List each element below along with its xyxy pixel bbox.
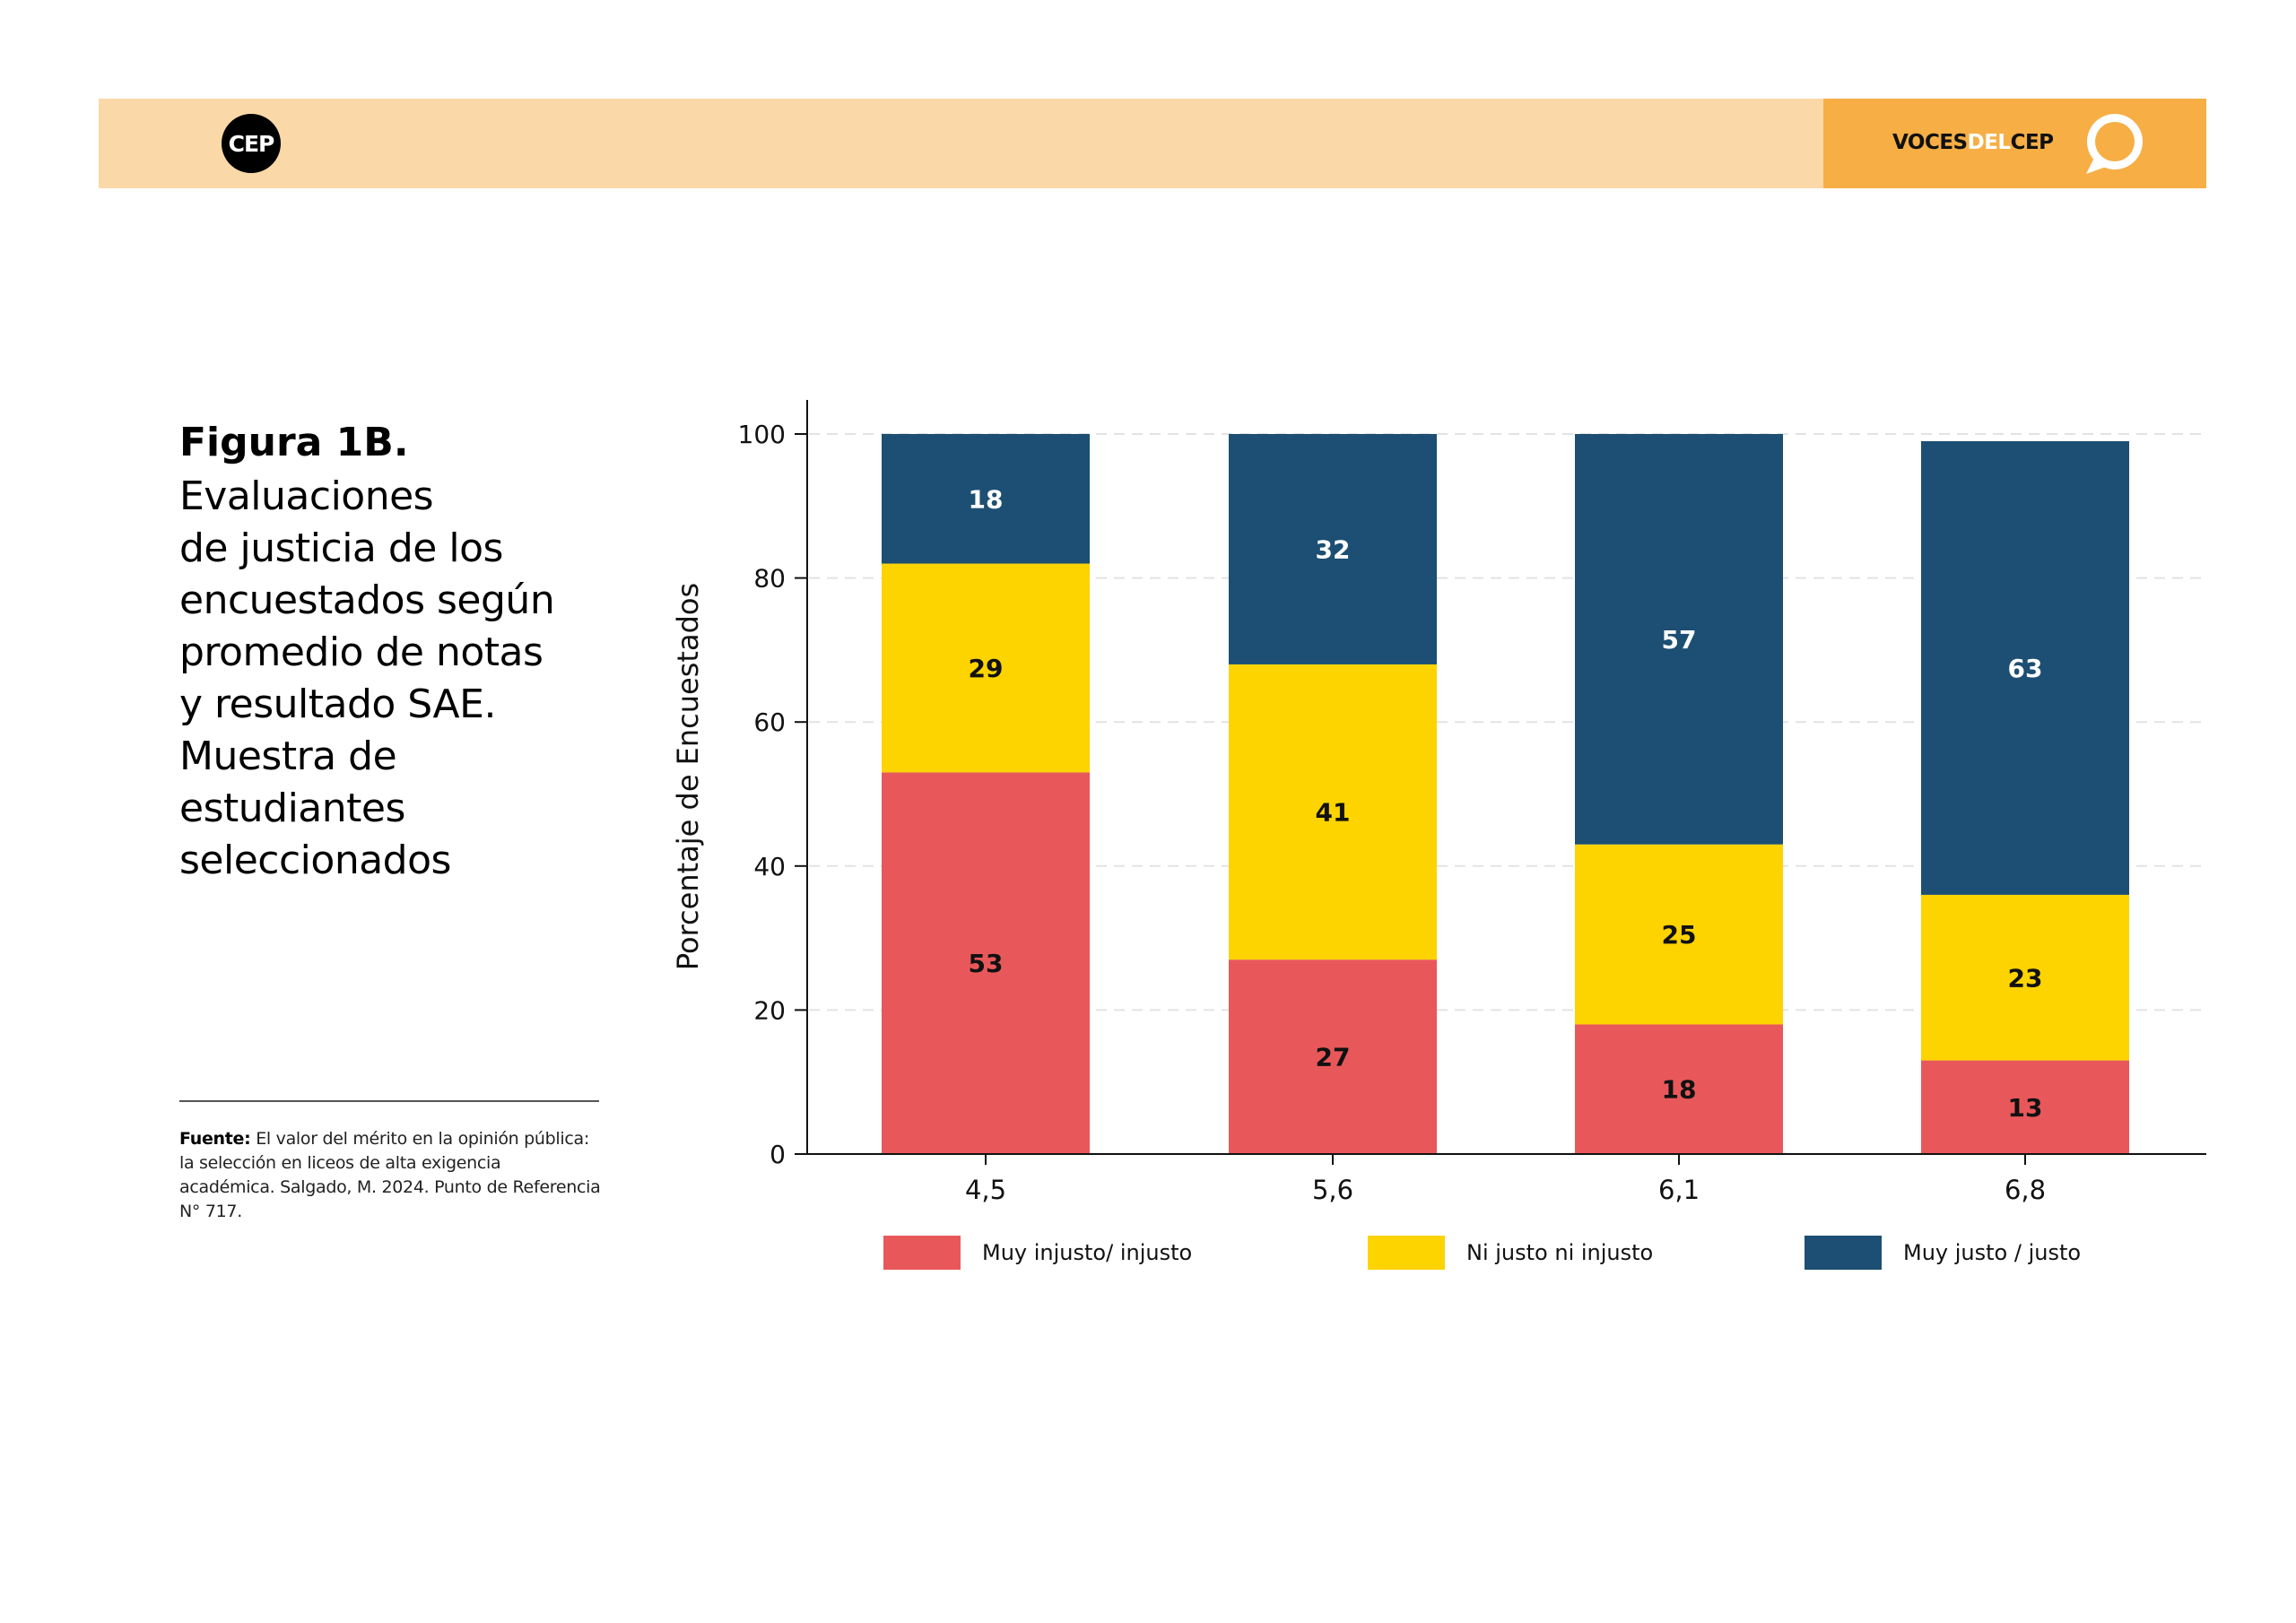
bar-segment <box>1229 434 1437 664</box>
source-divider <box>179 1100 599 1102</box>
data-label: 41 <box>1316 798 1351 828</box>
figure-title: Evaluaciones de justicia de los encuesta… <box>179 471 628 887</box>
figure-title-line: Evaluaciones <box>179 473 434 519</box>
source-label: Fuente: <box>179 1129 251 1149</box>
data-label: 13 <box>2008 1093 2043 1123</box>
x-tick-label: 6,1 <box>1658 1175 1700 1205</box>
y-tick-label: 40 <box>753 852 786 881</box>
legend-swatch <box>1368 1236 1445 1270</box>
data-label: 27 <box>1316 1043 1351 1072</box>
cep-logo: CEP <box>222 114 281 173</box>
bar-segment <box>1229 664 1437 960</box>
bar-segment <box>882 563 1090 773</box>
bar-segment <box>1575 844 1783 1025</box>
y-tick-label: 20 <box>753 995 786 1025</box>
bar-segment <box>882 772 1090 1154</box>
figure-title-line: seleccionados <box>179 838 451 883</box>
legend-label: Muy injusto/ injusto <box>982 1240 1192 1265</box>
data-label: 53 <box>969 949 1004 978</box>
bar-segment <box>1921 894 2129 1061</box>
legend-swatch <box>883 1236 961 1270</box>
data-label: 63 <box>2008 654 2043 683</box>
x-tick-label: 4,5 <box>965 1175 1006 1205</box>
source-note: Fuente: El valor del mérito en la opinió… <box>179 1127 601 1224</box>
y-tick-label: 0 <box>770 1140 786 1169</box>
figure-title-line: estudiantes <box>179 785 405 831</box>
figure-label: Figura 1B. <box>179 420 409 465</box>
data-label: 29 <box>969 654 1004 683</box>
figure-title-line: encuestados según <box>179 577 555 623</box>
x-tick-label: 6,8 <box>2005 1175 2046 1205</box>
bar-segment <box>882 434 1090 564</box>
speech-bubble-icon <box>2086 114 2143 174</box>
logo-word-cep: CEP <box>2010 131 2054 154</box>
data-label: 18 <box>969 484 1004 514</box>
bar-segment <box>1921 1060 2129 1154</box>
figure-title-line: y resultado SAE. <box>179 681 496 727</box>
data-label: 23 <box>2008 963 2043 993</box>
y-tick-label: 100 <box>738 420 786 449</box>
data-label: 25 <box>1662 920 1697 950</box>
logo-word-del: DEL <box>1967 131 2011 154</box>
x-tick-label: 5,6 <box>1312 1175 1353 1205</box>
legend-label: Muy justo / justo <box>1903 1240 2081 1265</box>
y-tick-label: 80 <box>753 564 786 594</box>
legend-label: Ni justo ni injusto <box>1466 1240 1653 1265</box>
figure-title-line: promedio de notas <box>179 629 544 675</box>
figure-title-line: de justicia de los <box>179 525 503 571</box>
y-axis-title: Porcentaje de Encuestados <box>671 583 705 970</box>
bar-segment <box>1921 441 2129 895</box>
figure-title-line: Muestra de <box>179 733 397 779</box>
data-label: 32 <box>1316 534 1351 564</box>
bar-segment <box>1575 434 1783 845</box>
data-label: 57 <box>1662 625 1697 655</box>
voces-del-cep-logo: VOCESDELCEP <box>1892 131 2054 154</box>
source-text: El valor del mérito en la opinión públic… <box>179 1129 601 1221</box>
bar-segment <box>1229 959 1437 1154</box>
logo-word-voces: VOCES <box>1892 131 1968 154</box>
bar-segment <box>1575 1024 1783 1154</box>
legend-swatch <box>1805 1236 1882 1270</box>
y-tick-label: 60 <box>753 707 786 737</box>
data-label: 18 <box>1662 1075 1697 1105</box>
